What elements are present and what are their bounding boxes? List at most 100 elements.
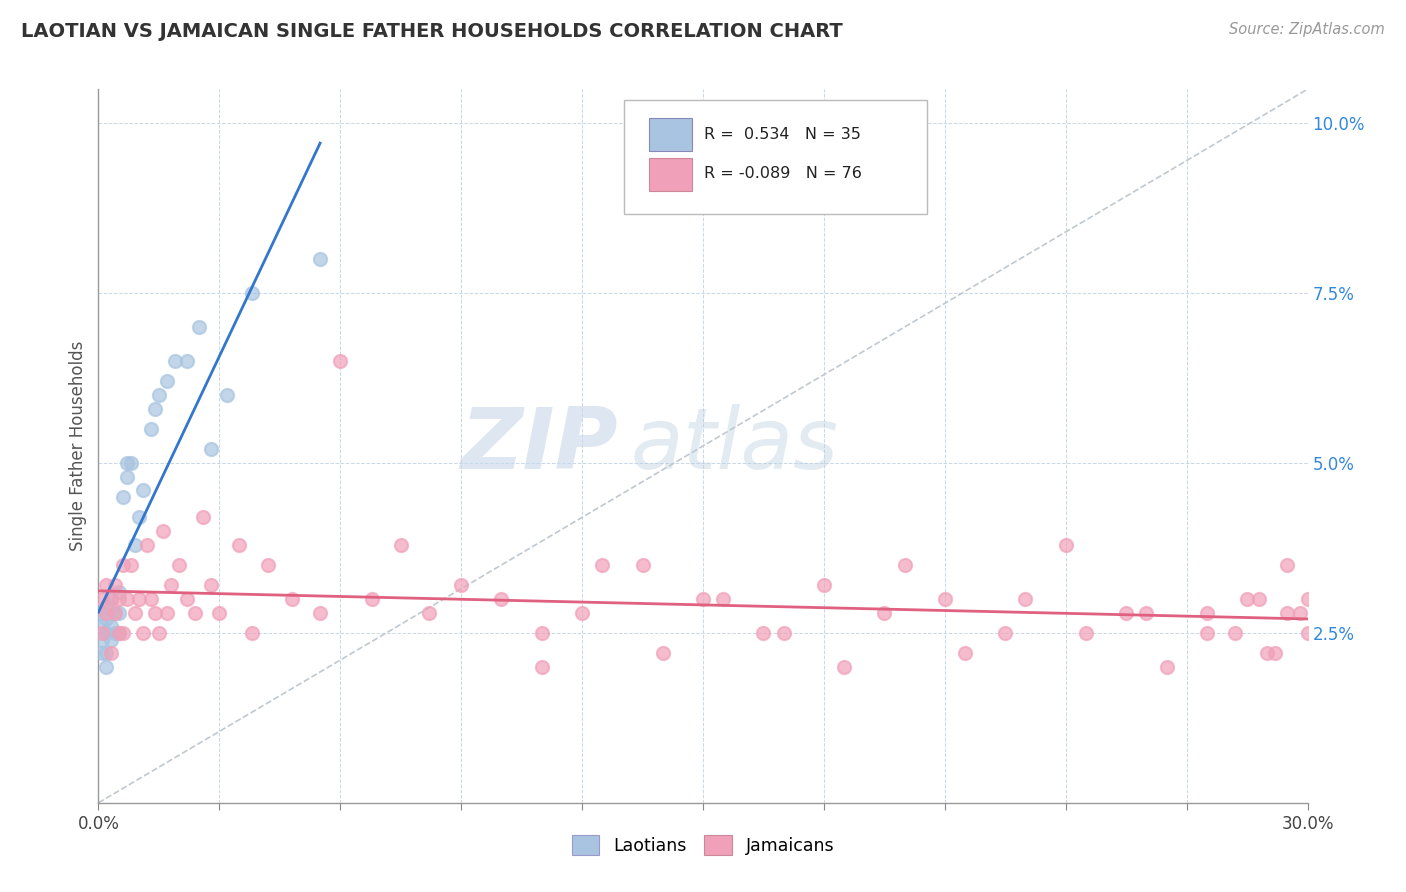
Point	[160, 578, 183, 592]
Point	[96, 578, 118, 592]
Text: atlas: atlas	[630, 404, 838, 488]
Point	[1135, 606, 1157, 620]
Point	[1277, 558, 1299, 572]
Text: ZIP: ZIP	[461, 404, 619, 488]
Point	[103, 578, 125, 592]
Point	[193, 510, 215, 524]
Point	[152, 524, 174, 538]
Text: LAOTIAN VS JAMAICAN SINGLE FATHER HOUSEHOLDS CORRELATION CHART: LAOTIAN VS JAMAICAN SINGLE FATHER HOUSEH…	[21, 22, 842, 41]
Point	[91, 632, 114, 647]
Point	[96, 626, 118, 640]
Point	[120, 558, 142, 572]
Text: Source: ZipAtlas.com: Source: ZipAtlas.com	[1229, 22, 1385, 37]
FancyBboxPatch shape	[648, 119, 692, 152]
Point	[115, 469, 138, 483]
Point	[1054, 537, 1077, 551]
Point	[1156, 660, 1178, 674]
Point	[111, 558, 134, 572]
Point	[100, 591, 122, 606]
Point	[450, 578, 472, 592]
Point	[1296, 626, 1319, 640]
Point	[143, 606, 166, 620]
Point	[651, 646, 673, 660]
Point	[96, 599, 118, 613]
Point	[124, 606, 146, 620]
Point	[361, 591, 384, 606]
Point	[176, 591, 198, 606]
Point	[217, 388, 239, 402]
Point	[200, 442, 222, 457]
Point	[934, 591, 956, 606]
Point	[208, 606, 231, 620]
Point	[389, 537, 412, 551]
Point	[100, 632, 122, 647]
Point	[128, 510, 150, 524]
Text: R =  0.534   N = 35: R = 0.534 N = 35	[704, 127, 860, 142]
Point	[156, 606, 179, 620]
Point	[813, 578, 835, 592]
Point	[309, 252, 332, 266]
Point	[91, 591, 114, 606]
Point	[1115, 606, 1137, 620]
Point	[491, 591, 513, 606]
Point	[107, 585, 129, 599]
Point	[994, 626, 1017, 640]
Point	[148, 626, 170, 640]
Point	[139, 591, 162, 606]
Point	[167, 558, 190, 572]
Point	[832, 660, 855, 674]
Point	[530, 660, 553, 674]
Point	[96, 646, 118, 660]
Y-axis label: Single Father Households: Single Father Households	[69, 341, 87, 551]
Point	[184, 606, 207, 620]
Point	[148, 388, 170, 402]
Point	[256, 558, 278, 572]
Point	[91, 619, 114, 633]
Point	[115, 591, 138, 606]
Point	[1195, 626, 1218, 640]
Point	[128, 591, 150, 606]
Text: R = -0.089   N = 76: R = -0.089 N = 76	[704, 166, 862, 181]
Point	[100, 591, 122, 606]
Point	[711, 591, 734, 606]
Point	[96, 606, 118, 620]
Point	[103, 606, 125, 620]
Point	[309, 606, 332, 620]
Point	[418, 606, 440, 620]
FancyBboxPatch shape	[648, 158, 692, 191]
Point	[953, 646, 976, 660]
Point	[1277, 606, 1299, 620]
Point	[1074, 626, 1097, 640]
Point	[107, 626, 129, 640]
Point	[1223, 626, 1246, 640]
Point	[240, 626, 263, 640]
Point	[96, 612, 118, 626]
Point	[135, 537, 157, 551]
Point	[132, 483, 155, 498]
Point	[91, 626, 114, 640]
Legend: Laotians, Jamaicans: Laotians, Jamaicans	[565, 828, 841, 862]
Point	[176, 354, 198, 368]
Point	[163, 354, 186, 368]
Point	[132, 626, 155, 640]
Point	[240, 286, 263, 301]
Point	[103, 626, 125, 640]
Point	[1256, 646, 1278, 660]
Point	[1195, 606, 1218, 620]
Point	[124, 537, 146, 551]
Point	[100, 619, 122, 633]
Point	[893, 558, 915, 572]
Point	[329, 354, 352, 368]
Point	[228, 537, 250, 551]
Point	[1014, 591, 1036, 606]
Point	[571, 606, 593, 620]
Point	[111, 626, 134, 640]
Point	[752, 626, 775, 640]
FancyBboxPatch shape	[624, 100, 927, 214]
Point	[120, 456, 142, 470]
Point	[91, 646, 114, 660]
Point	[188, 320, 211, 334]
Point	[692, 591, 714, 606]
Point	[111, 490, 134, 504]
Point	[1236, 591, 1258, 606]
